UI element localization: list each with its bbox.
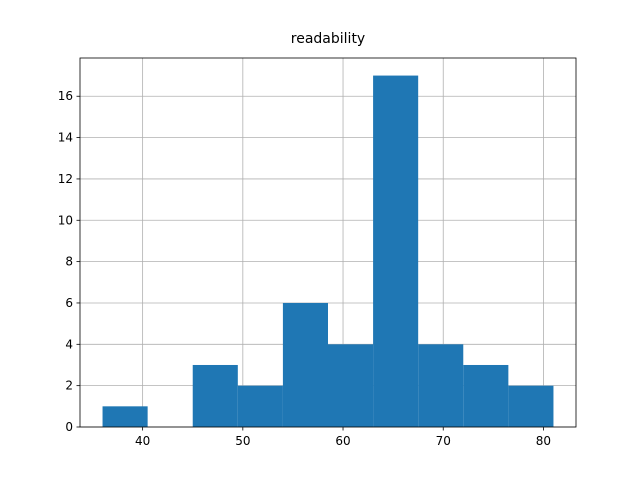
y-tick-label: 4 [65,337,73,351]
bar [508,385,554,427]
plot-frame [79,57,577,428]
y-tick-label: 10 [58,213,73,227]
y-tick-label: 8 [65,255,73,269]
y-tick-label: 0 [65,420,73,434]
chart-title: readability [291,31,365,47]
y-tick-label: 14 [58,131,73,145]
bar [192,364,238,427]
bar [418,344,464,427]
bar [463,364,509,427]
x-tick-label: 60 [335,434,350,448]
y-tick-label: 2 [65,379,73,393]
bar [237,385,283,427]
y-tick-label: 12 [58,172,73,186]
x-tick-label: 80 [536,434,551,448]
x-tick-label: 50 [235,434,250,448]
bar [282,302,328,427]
x-tick-label: 40 [135,434,150,448]
bar [102,406,148,427]
x-tick-label: 70 [436,434,451,448]
y-tick-label: 16 [58,89,73,103]
bar [328,344,374,427]
y-tick-label: 6 [65,296,73,310]
bar [373,75,419,428]
